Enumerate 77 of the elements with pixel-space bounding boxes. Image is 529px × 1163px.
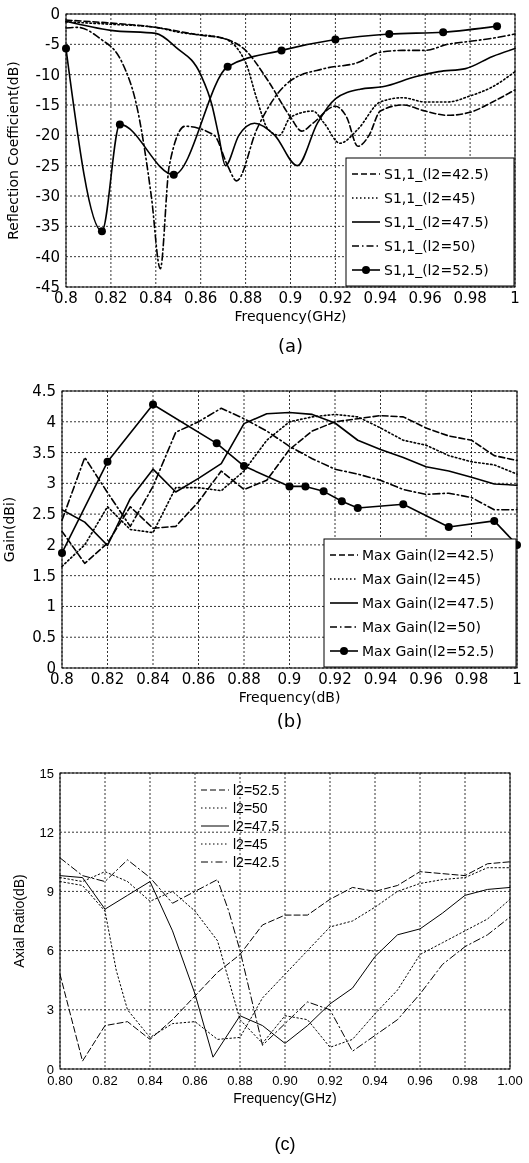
x-tick-label: 1.00 [497,1073,523,1088]
x-tick-label: 0.88 [227,1073,253,1088]
legend-label: Max Gain(l2=50) [362,619,481,635]
x-tick-label: 0.94 [363,289,397,307]
y-tick-label: 1 [46,597,56,616]
y-axis-title: Reflection Coefficient(dB) [5,61,21,240]
x-tick-label: 0.86 [181,670,216,688]
y-tick-label: 3.5 [32,443,56,462]
y-tick-label: 6 [46,943,54,959]
x-axis-title: Frequency(GHz) [233,1090,337,1106]
x-tick-label: 0.98 [453,289,487,307]
x-tick-label: 0.86 [182,1073,208,1088]
y-tick-label: -35 [35,217,60,236]
y-axis-title: Axial Ratio(dB) [11,874,27,968]
x-tick-label: 1 [512,670,522,688]
y-tick-label: 2 [46,535,56,554]
y-tick-label: 0.5 [32,628,56,647]
x-tick-label: 0.96 [408,289,442,307]
x-tick-label: 0.92 [318,670,352,688]
x-tick-label: 1 [510,289,520,307]
x-tick-label: 0.82 [92,1073,118,1088]
x-axis-title: Frequency(GHz) [234,308,347,324]
y-tick-label: -15 [35,96,60,114]
x-tick-label: 0.96 [407,1073,433,1088]
x-axis-title: Frequency(dB) [238,689,341,705]
x-tick-label: 0.90 [272,1073,298,1088]
y-tick-label: -40 [35,247,60,266]
y-tick-label: 2.5 [32,505,56,524]
text: (c) [274,1134,296,1154]
y-tick-label: -25 [35,156,60,175]
legend-label: Max Gain(l2=47.5) [362,595,495,611]
legend-label: l2=47.5 [233,818,280,834]
y-tick-label: 1.5 [32,566,56,585]
legend-label: Max Gain(l2=52.5) [362,643,495,659]
y-tick-label: -5 [45,35,60,54]
x-tick-label: 0.84 [136,670,170,688]
x-tick-label: 0.94 [363,670,398,688]
x-tick-label: 0.98 [454,670,489,688]
x-tick-label: 0.82 [94,289,128,307]
y-tick-label: -10 [35,65,60,84]
y-tick-label: 4.5 [32,382,56,400]
legend-label: S1,1_(l2=47.5) [384,214,489,230]
x-tick-label: 0.98 [452,1073,478,1088]
legend-label: l2=50 [233,800,268,816]
x-tick-label: 0.9 [277,670,302,688]
legend-label: Max Gain(l2=42.5) [362,547,495,563]
y-tick-label: -20 [35,126,60,145]
x-tick-label: 0.88 [227,670,261,688]
x-tick-label: 0.92 [318,289,353,307]
x-tick-label: 0.96 [409,670,443,688]
y-tick-label: -30 [35,187,60,205]
x-tick-label: 0.86 [184,289,218,307]
y-tick-label: 0 [50,5,60,23]
legend-label: l2=52.5 [233,782,280,798]
y-axis-title: Gain(dBi) [1,496,17,563]
text: (b) [276,710,303,731]
y-tick-label: 12 [39,824,54,840]
y-tick-label: 3 [46,1002,54,1018]
x-tick-label: 0.88 [228,289,263,307]
y-tick-label: 4 [46,412,56,431]
legend-label: S1,1_(l2=50) [384,238,476,254]
x-tick-label: 0.84 [139,289,173,307]
legend-label: Max Gain(l2=45) [362,571,481,587]
legend-label: S1,1_(l2=45) [384,190,476,206]
x-tick-label: 0.92 [317,1073,343,1088]
y-tick-label: 15 [39,765,54,781]
x-tick-label: 0.94 [362,1073,388,1088]
x-tick-label: 0.82 [90,670,125,688]
y-tick-label: 3 [46,474,56,493]
x-tick-label: 0.9 [278,289,303,307]
x-tick-label: 0.84 [137,1073,163,1088]
legend-label: S1,1_(l2=52.5) [384,262,489,278]
legend-label: l2=42.5 [233,854,280,870]
text: (a) [277,335,304,356]
legend-label: l2=45 [233,836,268,852]
y-tick-label: 9 [46,883,54,899]
legend-label: S1,1_(l2=42.5) [384,166,489,182]
